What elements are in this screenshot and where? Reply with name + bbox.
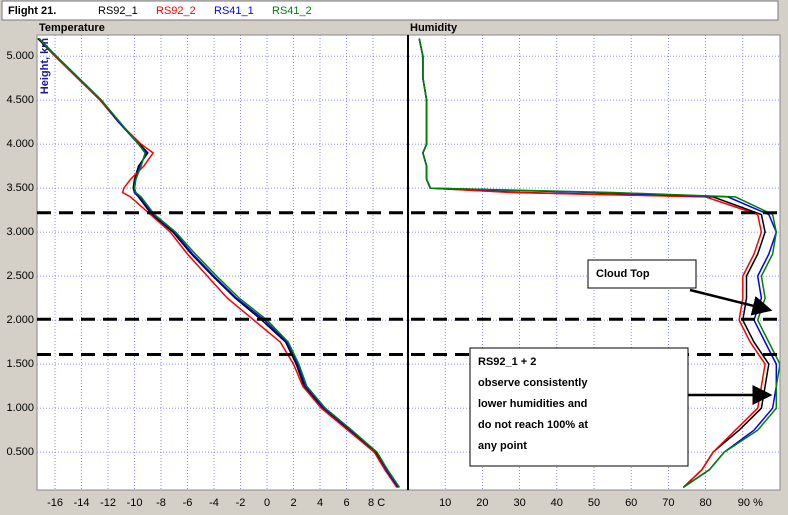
annotation-text: RS92_1 + 2	[478, 356, 536, 368]
x-tick-label: 2	[290, 497, 296, 509]
x-tick-label: -2	[236, 497, 246, 509]
x-tick-label: -16	[47, 497, 63, 509]
y-tick-label: 2.500	[6, 270, 34, 282]
annotation-text: Cloud Top	[596, 268, 650, 280]
y-axis-label: Height, km	[39, 38, 51, 94]
legend-entry: RS92_2	[156, 5, 196, 17]
x-tick-label: -10	[127, 497, 143, 509]
x-tick-label: 0	[264, 497, 270, 509]
x-tick-label: 60	[625, 497, 637, 509]
x-tick-label: 80	[699, 497, 711, 509]
x-tick-label: 70	[662, 497, 674, 509]
x-tick-label: -6	[183, 497, 193, 509]
legend-title: Flight 21.	[8, 5, 56, 17]
x-tick-label: 40	[551, 497, 563, 509]
x-tick-label: 50	[588, 497, 600, 509]
y-tick-label: 3.500	[6, 182, 34, 194]
x-tick-label: 90 %	[738, 497, 763, 509]
y-tick-label: 0.500	[6, 446, 34, 458]
x-tick-label: -14	[74, 497, 90, 509]
y-tick-label: 2.000	[6, 314, 34, 326]
panel-title: Temperature	[39, 22, 105, 34]
y-tick-label: 1.000	[6, 402, 34, 414]
annotation-arrow	[689, 288, 773, 316]
x-tick-label: 20	[476, 497, 488, 509]
y-tick-label: 4.000	[6, 138, 34, 150]
annotation-box	[469, 347, 689, 467]
annotation-text: lower humidities and	[478, 398, 587, 410]
annotation-text: observe consistently	[478, 377, 588, 389]
x-tick-label: 6	[343, 497, 349, 509]
x-tick-label: 4	[317, 497, 323, 509]
y-tick-label: 4.500	[6, 94, 34, 106]
annotation-text: do not reach 100% at	[478, 419, 588, 431]
annotation-text: any point	[478, 440, 527, 452]
y-tick-label: 5.000	[6, 50, 34, 62]
y-tick-label: 3.000	[6, 226, 34, 238]
annotation-box	[587, 259, 697, 289]
x-tick-label: -8	[156, 497, 166, 509]
x-tick-label: 10	[439, 497, 451, 509]
legend-bar	[1, 0, 779, 21]
legend-entry: RS92_1	[98, 5, 138, 17]
profile-line	[38, 37, 401, 488]
x-tick-label: -4	[209, 497, 219, 509]
x-tick-label: 30	[513, 497, 525, 509]
profile-line	[418, 38, 780, 489]
legend-entry: RS41_2	[272, 5, 312, 17]
profile-line	[38, 37, 399, 488]
x-tick-label: 8 C	[368, 497, 385, 509]
x-tick-label: -12	[100, 497, 116, 509]
legend-entry: RS41_1	[214, 5, 254, 17]
y-tick-label: 1.500	[6, 358, 34, 370]
panel-title: Humidity	[410, 22, 458, 34]
